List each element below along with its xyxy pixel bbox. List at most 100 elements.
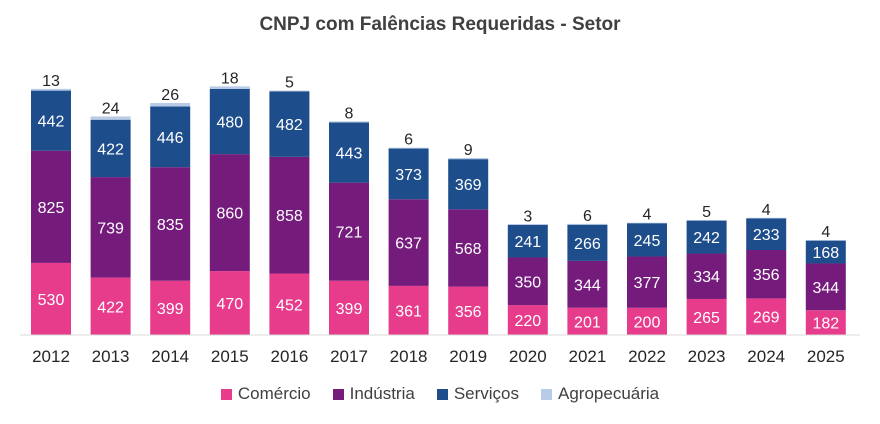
value-label-agropecuaria-2023: 5 [702, 204, 711, 221]
bar-servicos-2017 [329, 122, 369, 183]
value-label-industria-2016: 858 [276, 208, 303, 225]
legend-swatch-agropecuaria [541, 388, 552, 400]
bar-industria-2021 [567, 260, 608, 308]
bar-servicos-2015 [209, 88, 250, 155]
chart-title: CNPJ com Falências Requeridas - Setor [259, 14, 621, 35]
legend-item-servicos: Serviços [436, 384, 519, 404]
bar-comercio-2021 [567, 307, 608, 335]
value-label-industria-2012: 825 [38, 200, 65, 217]
value-label-comercio-2025: 182 [812, 316, 839, 333]
value-label-industria-2015: 860 [216, 206, 243, 223]
value-label-industria-2013: 739 [97, 220, 124, 237]
bar-servicos-2018 [388, 148, 429, 200]
bar-agropecuaria-2021 [567, 223, 608, 225]
bar-agropecuaria-2025 [805, 240, 846, 241]
value-label-comercio-2013: 422 [97, 299, 124, 316]
value-label-agropecuaria-2022: 4 [643, 207, 652, 224]
value-label-agropecuaria-2012: 13 [42, 73, 60, 90]
value-label-comercio-2022: 200 [634, 314, 661, 331]
bar-servicos-2020 [507, 224, 548, 258]
value-label-agropecuaria-2025: 4 [821, 224, 830, 241]
bar-servicos-2024 [746, 218, 787, 250]
bar-servicos-2019 [448, 159, 489, 210]
value-label-agropecuaria-2024: 4 [762, 202, 771, 219]
bar-agropecuaria-2015 [209, 86, 250, 89]
bar-agropecuaria-2024 [746, 217, 787, 219]
bar-industria-2019 [448, 209, 489, 287]
x-tick-label-2025: 2025 [807, 347, 845, 366]
x-tick-label-2021: 2021 [568, 347, 606, 366]
bar-industria-2025 [805, 263, 846, 311]
value-label-agropecuaria-2021: 6 [583, 208, 592, 225]
value-label-servicos-2022: 245 [634, 233, 661, 250]
value-label-agropecuaria-2013: 24 [102, 100, 120, 117]
bar-agropecuaria-2019 [448, 157, 489, 160]
value-label-servicos-2013: 422 [97, 141, 124, 158]
legend-label-agropecuaria: Agropecuária [558, 384, 660, 403]
bar-industria-2013 [90, 177, 131, 278]
legend-label-comercio: Comércio [237, 384, 311, 403]
bar-servicos-2022 [627, 223, 667, 257]
bar-industria-2016 [269, 156, 310, 274]
bar-comercio-2016 [269, 273, 310, 335]
bar-agropecuaria-2023 [686, 219, 727, 221]
bar-agropecuaria-2016 [269, 90, 310, 92]
bar-industria-2018 [388, 199, 429, 286]
value-label-comercio-2012: 530 [38, 292, 65, 309]
x-tick-label-2022: 2022 [628, 347, 666, 366]
value-label-agropecuaria-2016: 5 [285, 75, 294, 92]
bar-industria-2012 [31, 150, 71, 263]
value-label-servicos-2024: 233 [753, 227, 780, 244]
value-label-industria-2023: 334 [693, 269, 720, 286]
x-tick-label-2018: 2018 [390, 347, 428, 366]
bar-agropecuaria-2012 [31, 88, 71, 91]
bar-agropecuaria-2013 [90, 116, 131, 120]
bar-comercio-2025 [805, 310, 846, 335]
value-label-comercio-2015: 470 [216, 296, 243, 313]
bar-comercio-2022 [627, 307, 667, 335]
value-label-servicos-2017: 443 [336, 146, 363, 163]
bar-industria-2014 [150, 167, 191, 281]
value-label-comercio-2024: 269 [753, 310, 780, 327]
bar-servicos-2014 [150, 106, 191, 168]
value-label-servicos-2019: 369 [455, 177, 482, 194]
x-tick-label-2013: 2013 [92, 347, 130, 366]
bar-industria-2020 [507, 257, 548, 306]
bar-agropecuaria-2018 [388, 147, 429, 149]
bar-industria-2017 [329, 182, 369, 281]
value-label-agropecuaria-2015: 18 [221, 70, 239, 87]
value-label-servicos-2014: 446 [157, 130, 184, 147]
x-tick-label-2012: 2012 [32, 347, 70, 366]
value-label-industria-2019: 568 [455, 241, 482, 258]
bar-agropecuaria-2014 [150, 102, 191, 107]
bar-comercio-2015 [209, 271, 250, 335]
legend-swatch-comercio [220, 388, 232, 400]
bar-comercio-2023 [686, 298, 727, 335]
value-label-agropecuaria-2018: 6 [404, 132, 413, 149]
value-label-servicos-2023: 242 [693, 230, 720, 247]
value-label-comercio-2017: 399 [336, 301, 363, 318]
value-label-industria-2020: 350 [514, 274, 541, 291]
value-label-servicos-2012: 442 [38, 114, 65, 131]
value-label-agropecuaria-2014: 26 [161, 87, 179, 104]
x-tick-label-2017: 2017 [330, 347, 368, 366]
bar-servicos-2025 [805, 240, 846, 264]
bar-industria-2015 [209, 154, 250, 272]
x-tick-label-2019: 2019 [449, 347, 487, 366]
legend-label-industria: Indústria [349, 384, 415, 403]
bar-agropecuaria-2017 [329, 121, 369, 123]
value-label-comercio-2023: 265 [693, 310, 720, 327]
value-label-servicos-2025: 168 [812, 245, 839, 262]
x-tick-label-2023: 2023 [688, 347, 726, 366]
bar-agropecuaria-2022 [627, 222, 667, 224]
value-label-servicos-2016: 482 [276, 117, 303, 134]
value-label-industria-2014: 835 [157, 217, 184, 234]
bar-servicos-2021 [567, 224, 608, 261]
x-tick-label-2016: 2016 [270, 347, 308, 366]
bar-comercio-2019 [448, 286, 489, 335]
bar-industria-2024 [746, 250, 787, 299]
bar-comercio-2017 [329, 280, 369, 335]
x-tick-label-2014: 2014 [151, 347, 189, 366]
bar-comercio-2012 [31, 262, 71, 335]
